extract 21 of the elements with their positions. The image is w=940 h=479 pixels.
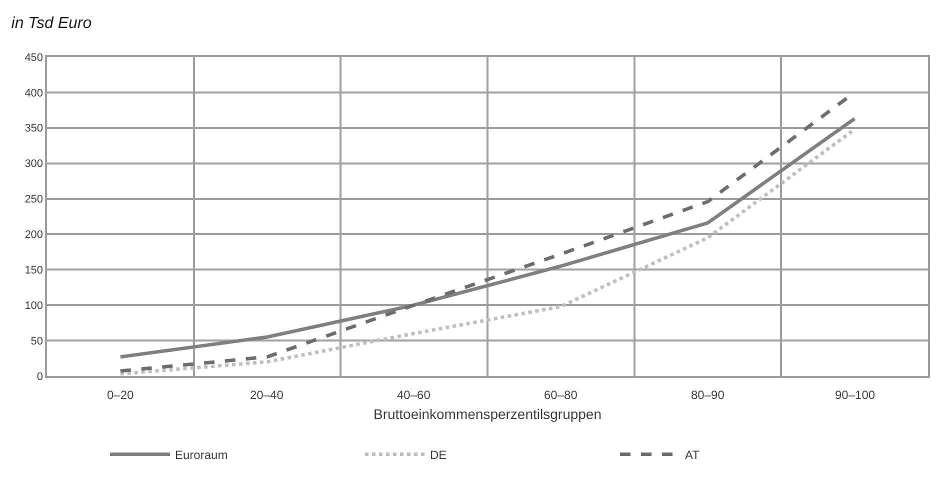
x-tick-label: 20–40 (250, 388, 284, 402)
y-tick-label: 50 (30, 335, 44, 348)
y-tick-label: 450 (24, 52, 44, 64)
x-tick-label: 60–80 (544, 388, 578, 402)
y-tick-label: 200 (24, 229, 44, 242)
y-tick-label: 100 (24, 300, 44, 312)
x-tick-label: 40–60 (397, 388, 431, 402)
chart-title: in Tsd Euro (11, 14, 92, 32)
y-tick-label: 0 (36, 370, 44, 383)
y-tick-label: 350 (24, 122, 44, 135)
legend-label: Euroraum (175, 448, 228, 462)
y-tick-label: 250 (24, 194, 44, 206)
y-tick-label: 150 (24, 264, 44, 277)
x-tick-label: 0–20 (107, 388, 134, 402)
y-tick-label: 300 (24, 158, 44, 170)
x-tick-label: 90–100 (835, 388, 876, 402)
legend-label: DE (430, 448, 447, 462)
y-tick-label: 400 (24, 87, 44, 100)
x-tick-label: 80–90 (691, 388, 725, 402)
legend-label: AT (685, 448, 700, 462)
x-axis-title: Bruttoeinkommensperzentilsgruppen (373, 406, 602, 422)
